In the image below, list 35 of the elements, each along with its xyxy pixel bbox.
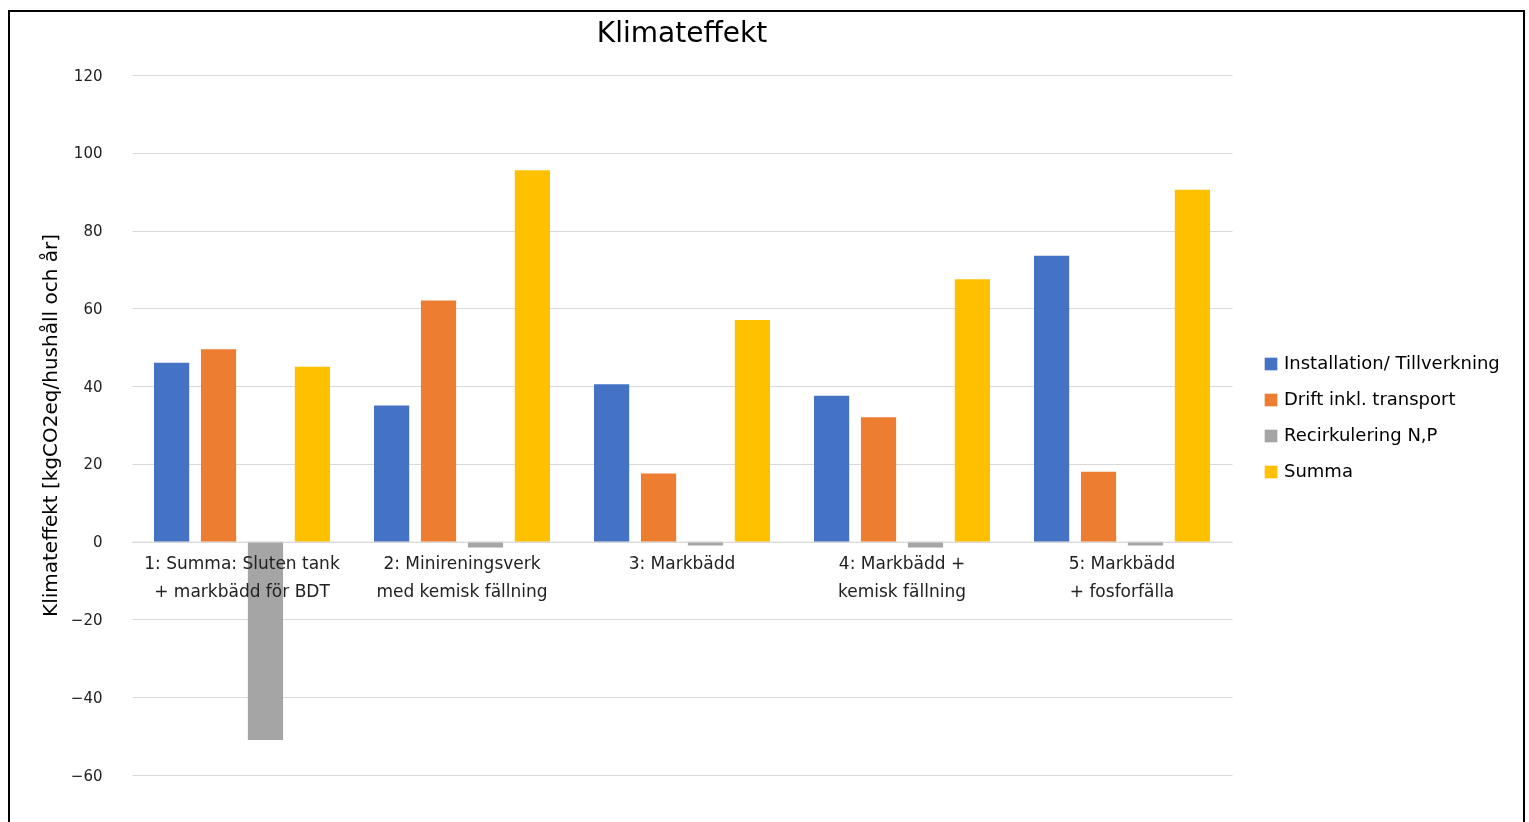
bar bbox=[514, 170, 550, 542]
bar bbox=[954, 279, 990, 542]
bar bbox=[1174, 189, 1210, 542]
x-tick-label: 5: Markbädd + fosforfälla bbox=[1068, 553, 1176, 602]
bar bbox=[154, 362, 190, 542]
legend-label: Drift inkl. transport bbox=[1284, 388, 1456, 409]
bar bbox=[294, 366, 330, 542]
bar bbox=[374, 405, 410, 542]
bar bbox=[640, 473, 677, 542]
y-tick-label: 20 bbox=[83, 455, 103, 474]
bar bbox=[420, 300, 457, 542]
y-tick-label: −60 bbox=[70, 766, 103, 785]
bar bbox=[200, 349, 237, 542]
chart-title: Klimateffekt bbox=[596, 16, 768, 49]
legend-label: Summa bbox=[1284, 460, 1353, 481]
y-tick-label: 60 bbox=[83, 299, 103, 318]
x-tick-label: 2: Minireningsverk med kemisk fällning bbox=[376, 553, 548, 602]
bar bbox=[814, 395, 850, 542]
bar bbox=[1080, 471, 1117, 542]
legend-label: Installation/ Tillverkning bbox=[1284, 352, 1500, 373]
legend-label: Recirkulering N,P bbox=[1284, 424, 1438, 445]
x-tick-label: 3: Markbädd bbox=[628, 553, 736, 574]
y-tick-label: 120 bbox=[73, 66, 103, 85]
x-tick-label: 4: Markbädd + kemisk fällning bbox=[838, 553, 966, 602]
y-tick-label: 40 bbox=[83, 377, 103, 396]
y-tick-label: −20 bbox=[70, 610, 103, 629]
bar bbox=[1034, 255, 1070, 542]
y-tick-label: 0 bbox=[92, 533, 103, 552]
bar bbox=[734, 320, 770, 542]
y-tick-label: 80 bbox=[83, 222, 103, 241]
bar bbox=[860, 417, 897, 542]
bar bbox=[594, 384, 630, 542]
y-tick-label: 100 bbox=[73, 144, 103, 163]
y-tick-label: −40 bbox=[70, 688, 103, 707]
y-axis-title: Klimateffekt [kgCO2eq/hushåll och år] bbox=[37, 234, 62, 617]
